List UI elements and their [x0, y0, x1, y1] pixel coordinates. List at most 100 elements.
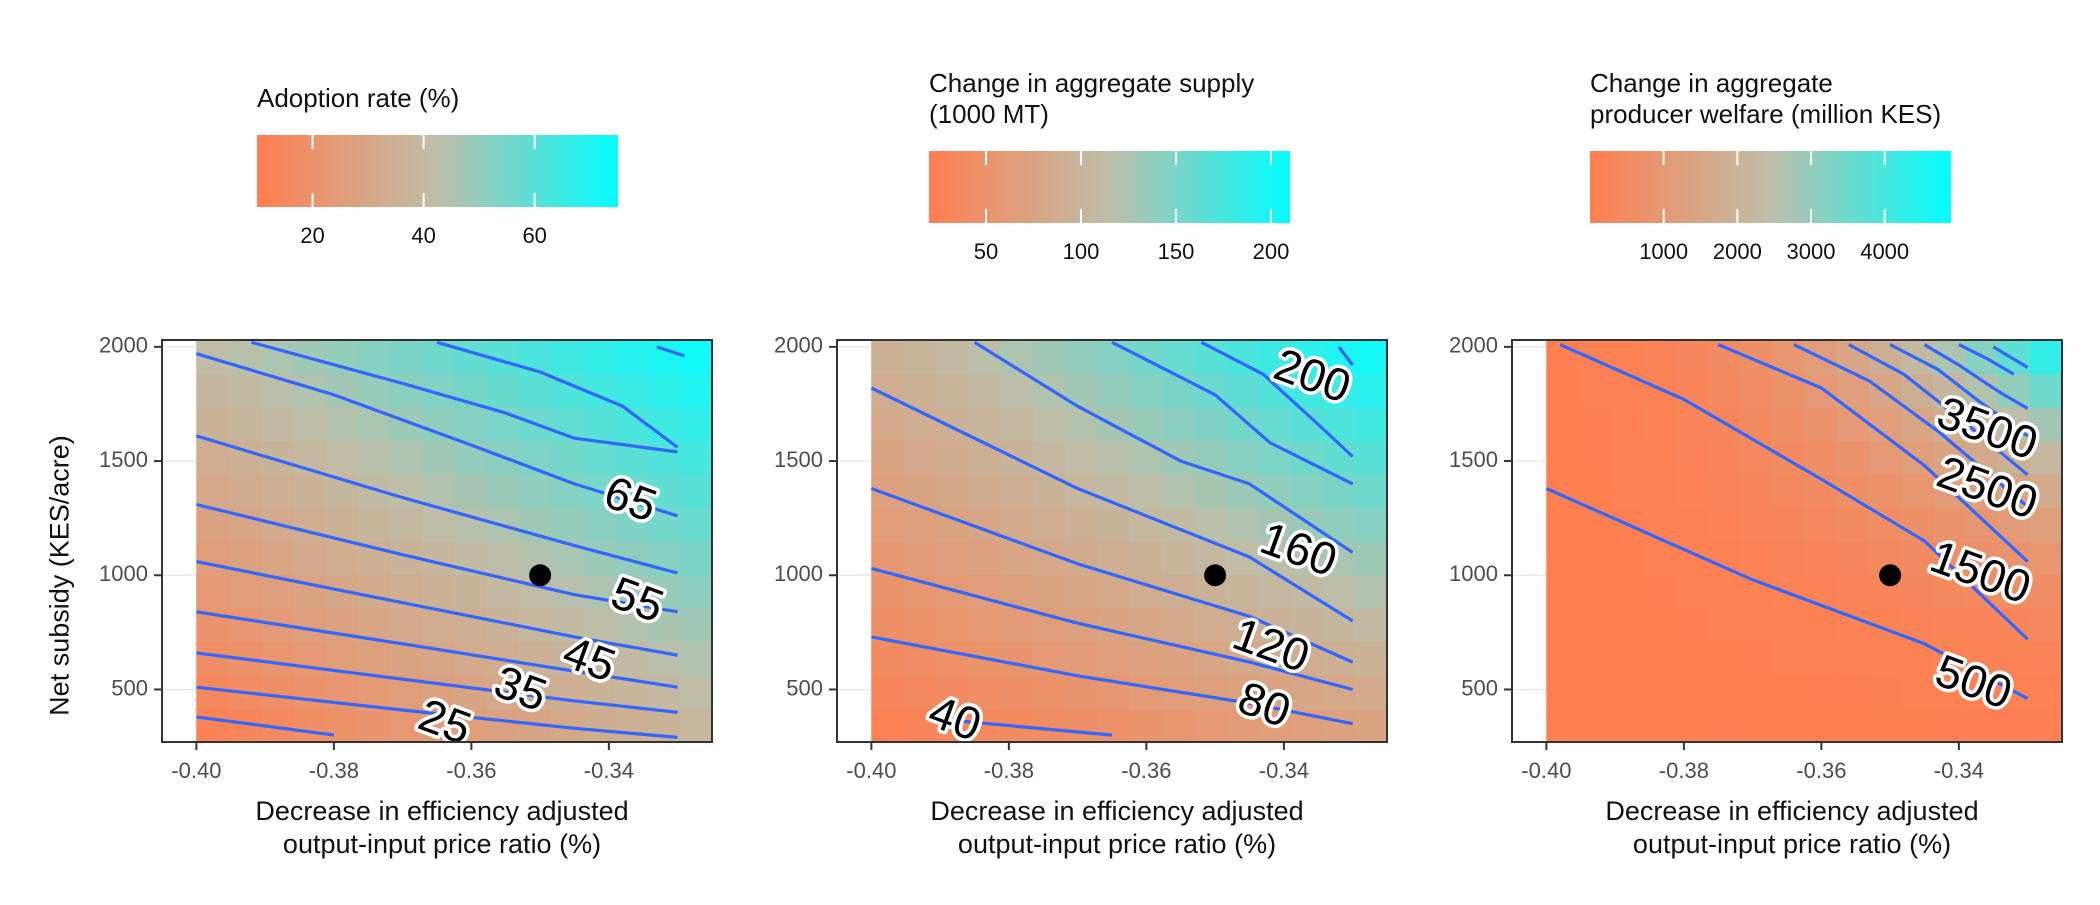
- contour-line-30: [196, 685, 678, 739]
- x-tick-label: -0.36: [1121, 758, 1171, 783]
- surface-tile: [293, 675, 326, 710]
- surface-tile: [935, 708, 969, 743]
- surface-tile: [196, 407, 230, 442]
- contour-line-55: [195, 434, 679, 575]
- surface-tile: [1739, 641, 1773, 676]
- surface-tile: [1258, 708, 1291, 743]
- surface-tile: [1193, 440, 1227, 475]
- surface-tile: [1868, 675, 1902, 710]
- surface-tile: [615, 507, 649, 542]
- surface-tile: [1739, 507, 1773, 542]
- surface-tile: [1354, 474, 1388, 509]
- surface-tile: [1643, 340, 1676, 375]
- surface-tile: [1675, 574, 1709, 609]
- surface-tile: [1965, 507, 1999, 542]
- surface-tile: [357, 641, 391, 676]
- surface-tile: [1129, 541, 1163, 576]
- surface-tile: [1739, 708, 1773, 743]
- surface-tile: [1096, 641, 1130, 676]
- surface-tile: [1354, 641, 1388, 676]
- surface-tile: [1322, 675, 1356, 710]
- surface-tile: [679, 474, 713, 509]
- surface-tile: [1675, 440, 1709, 475]
- surface-tile: [1032, 373, 1066, 408]
- surface-tile: [1836, 641, 1870, 676]
- surface-tile: [325, 708, 359, 743]
- surface-tile: [1933, 608, 1966, 643]
- surface-tile: [1804, 507, 1838, 542]
- surface-tile: [1610, 407, 1644, 442]
- surface-tile: [1804, 373, 1838, 408]
- surface-tile: [1643, 641, 1676, 676]
- surface-tile: [871, 407, 905, 442]
- surface-tile: [968, 608, 1001, 643]
- x-axis-label-panel-1: Decrease in efficiency adjusted output-i…: [255, 796, 629, 859]
- surface-tile: [1675, 675, 1709, 710]
- surface-tile: [1258, 675, 1291, 710]
- surface-tile: [518, 608, 552, 643]
- surface-tile: [1965, 474, 1999, 509]
- surface-tile: [1225, 708, 1259, 743]
- surface-tile: [1000, 675, 1034, 710]
- surface-tile: [325, 541, 359, 576]
- surface-tile: [1675, 373, 1709, 408]
- surface-tile: [968, 675, 1001, 710]
- surface-tile: [1804, 541, 1838, 576]
- y-tick-label: 500: [786, 675, 823, 700]
- surface-tile: [454, 474, 488, 509]
- contour-line-4000: [1958, 343, 2015, 376]
- surface-tile: [293, 474, 326, 509]
- surface-tile: [389, 373, 423, 408]
- surface-tile: [1064, 440, 1098, 475]
- surface-tile: [1675, 407, 1709, 442]
- reference-point: [1204, 564, 1227, 587]
- surface-tile: [196, 373, 230, 408]
- surface-tile: [1354, 340, 1388, 375]
- surface-tile: [1096, 340, 1130, 375]
- surface-tile: [357, 574, 391, 609]
- surface-tile: [1354, 541, 1388, 576]
- surface-tile: [935, 608, 969, 643]
- y-tick-label: 1000: [99, 561, 148, 586]
- surface-tile: [1546, 440, 1580, 475]
- x-tick-label: -0.40: [846, 758, 896, 783]
- surface-tile: [968, 541, 1001, 576]
- surface-tile: [1064, 641, 1098, 676]
- surface-tile: [1258, 541, 1291, 576]
- surface-tile: [325, 407, 359, 442]
- surface-tile: [968, 407, 1001, 442]
- surface-tile: [1900, 474, 1934, 509]
- x-axis-label-panel-2: Decrease in efficiency adjusted output-i…: [930, 796, 1304, 859]
- surface-tile: [615, 373, 649, 408]
- surface-tile: [2029, 608, 2063, 643]
- surface-tile: [1997, 708, 2031, 743]
- surface-tile: [903, 507, 937, 542]
- surface-tile: [968, 574, 1001, 609]
- surface-tile: [550, 340, 584, 375]
- surface-tile: [228, 574, 262, 609]
- surface-tile: [1546, 574, 1580, 609]
- surface-tile: [421, 440, 455, 475]
- x-tick-label: -0.38: [1659, 758, 1709, 783]
- surface-tile: [196, 541, 230, 576]
- legend-title-adoption: Adoption rate (%): [257, 83, 460, 113]
- surface-tile: [293, 407, 326, 442]
- surface-tile: [1804, 440, 1838, 475]
- surface-tile: [1032, 407, 1066, 442]
- surface-tile: [583, 440, 616, 475]
- surface-tile: [1322, 340, 1356, 375]
- surface-tile: [1643, 507, 1676, 542]
- surface-tile: [647, 608, 681, 643]
- surface-tile: [647, 675, 681, 710]
- surface-tile: [1739, 675, 1773, 710]
- surface-tile: [421, 474, 455, 509]
- surface-tile: [550, 440, 584, 475]
- y-tick-label: 1500: [99, 447, 148, 472]
- surface-tile: [1771, 675, 1805, 710]
- surface-tile: [518, 641, 552, 676]
- surface-tile: [1064, 507, 1098, 542]
- surface-tile: [389, 708, 423, 743]
- surface-tile: [903, 675, 937, 710]
- contour-line-2500: [1848, 343, 2029, 477]
